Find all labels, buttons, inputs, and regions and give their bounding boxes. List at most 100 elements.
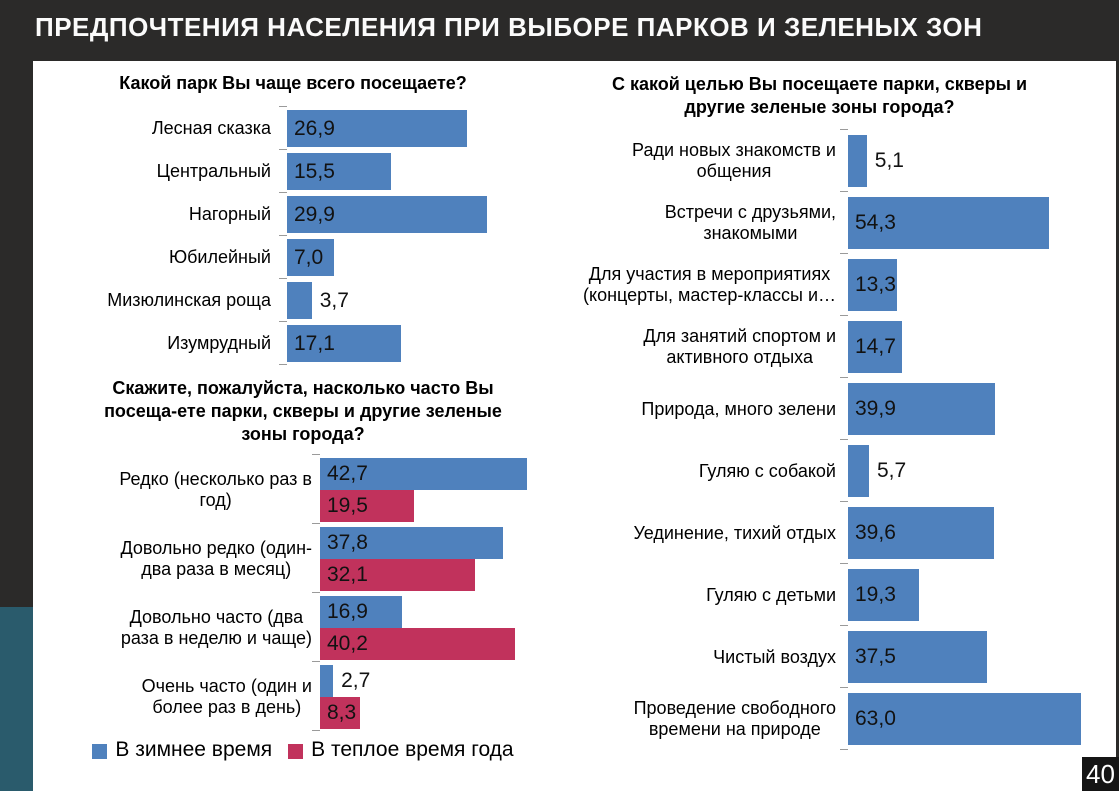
category-label-text: Довольно часто (два раза в неделю и чаще… xyxy=(120,606,312,648)
plot-area: 14,7 xyxy=(840,315,1088,378)
bar: 8,3 xyxy=(320,696,361,729)
bar: 17,1 xyxy=(287,325,402,362)
axis-tick xyxy=(279,278,287,279)
category-label-text: Гуляю с детьми xyxy=(706,584,836,605)
bar xyxy=(287,282,312,319)
bar: 16,9 xyxy=(320,595,402,628)
bar-row: Лесная сказка 26,9 xyxy=(58,106,494,150)
bar: 32,1 xyxy=(320,558,476,591)
axis-tick xyxy=(312,454,320,455)
bar-row: Довольно часто (два раза в неделю и чаще… xyxy=(58,592,533,662)
visit-purpose-chart-rows: Ради новых знакомств и общения 5,1 Встречи… xyxy=(551,129,1088,750)
value-label: 5,1 xyxy=(874,149,904,172)
bar-row: Ради новых знакомств и общения 5,1 xyxy=(551,129,1088,192)
category-label-text: Центральный xyxy=(156,161,271,181)
axis-tick xyxy=(840,439,848,440)
category-label-text: Ради новых знакомств и общения xyxy=(632,140,836,181)
category-label-text: Для занятий спортом и активного отдыха xyxy=(643,326,836,367)
bar-row: Чистый воздух 37,5 xyxy=(551,625,1088,688)
category-label-text: Очень часто (один и более раз в день) xyxy=(141,675,312,717)
plot-area: 29,9 xyxy=(279,192,494,236)
category-label: Центральный xyxy=(58,150,287,193)
value-label: 40,2 xyxy=(327,631,368,655)
category-label-text: Нагорный xyxy=(188,204,271,224)
plot-area: 54,3 xyxy=(840,191,1088,254)
value-label: 32,1 xyxy=(327,562,368,586)
bar-row: Мизюлинская роща 3,7 xyxy=(58,278,494,322)
value-label: 29,9 xyxy=(294,203,335,226)
bar-row: Встречи с друзьями, знакомыми 54,3 xyxy=(551,191,1088,254)
bar: 26,9 xyxy=(287,110,467,147)
axis-tick xyxy=(840,315,848,316)
axis-tick xyxy=(840,129,848,130)
plot-area: 3,7 xyxy=(279,278,494,322)
value-label: 15,5 xyxy=(294,160,335,183)
value-label: 19,3 xyxy=(855,583,896,606)
category-label: Ради новых знакомств и общения xyxy=(551,130,848,192)
bar: 7,0 xyxy=(287,239,334,276)
bar-row: Природа, много зелени 39,9 xyxy=(551,377,1088,440)
value-label: 3,7 xyxy=(319,289,349,312)
category-label-text: Для участия в мероприятиях (концерты, ма… xyxy=(583,264,836,305)
axis-tick xyxy=(279,192,287,193)
bar-row: Очень часто (один и более раз в день) 2,7… xyxy=(58,661,533,731)
bar: 42,7 xyxy=(320,457,527,490)
value-label: 54,3 xyxy=(855,211,896,234)
category-label-text: Природа, много зелени xyxy=(641,398,836,419)
plot-area: 63,0 xyxy=(840,687,1088,750)
category-label: Проведение свободного времени на природе xyxy=(551,688,848,750)
axis-tick xyxy=(840,501,848,502)
category-label: Очень часто (один и более раз в день) xyxy=(58,662,320,731)
category-label: Для занятий спортом и активного отдыха xyxy=(551,316,848,378)
bar-row: Гуляю с детьми 19,3 xyxy=(551,563,1088,626)
axis-tick xyxy=(840,191,848,192)
visit-frequency-chart-title: Скажите, пожалуйста, насколько часто Вы … xyxy=(104,378,502,444)
bar: 19,5 xyxy=(320,489,415,522)
category-label-text: Встречи с друзьями, знакомыми xyxy=(664,202,836,243)
plot-area: 37,8 32,1 xyxy=(312,523,533,593)
axis-tick xyxy=(312,661,320,662)
value-label: 13,3 xyxy=(855,273,896,296)
value-label: 39,9 xyxy=(855,397,896,420)
visit-frequency-chart-rows: Редко (несколько раз в год) 42,7 19,5 Довол… xyxy=(58,454,533,731)
bar: 29,9 xyxy=(287,196,487,233)
value-label: 63,0 xyxy=(855,707,896,730)
value-label: 5,7 xyxy=(877,459,907,482)
slide-title: ПРЕДПОЧТЕНИЯ НАСЕЛЕНИЯ ПРИ ВЫБОРЕ ПАРКОВ… xyxy=(35,12,983,42)
plot-area: 42,7 19,5 xyxy=(312,454,533,524)
bar-row: Гуляю с собакой 5,7 xyxy=(551,439,1088,502)
value-label: 16,9 xyxy=(327,599,368,623)
bar-row: Проведение свободного времени на природе… xyxy=(551,687,1088,750)
category-label-text: Редко (несколько раз в год) xyxy=(119,468,312,510)
bar xyxy=(848,135,867,187)
bar: 39,6 xyxy=(848,507,995,559)
bar-row: Юбилейный 7,0 xyxy=(58,235,494,279)
plot-area: 2,7 8,3 xyxy=(312,661,533,731)
axis-tick xyxy=(279,364,287,365)
category-label: Гуляю с собакой xyxy=(551,440,848,502)
category-label: Встречи с друзьями, знакомыми xyxy=(551,192,848,254)
category-label: Гуляю с детьми xyxy=(551,564,848,626)
bar: 13,3 xyxy=(848,259,898,311)
plot-area: 5,1 xyxy=(840,129,1088,192)
category-label: Уединение, тихий отдых xyxy=(551,502,848,564)
legend-marker xyxy=(92,743,108,759)
value-label: 2,7 xyxy=(341,668,371,692)
bar-row: Изумрудный 17,1 xyxy=(58,321,494,365)
value-label: 19,5 xyxy=(327,493,368,517)
axis-tick xyxy=(840,749,848,750)
axis-tick xyxy=(312,523,320,524)
plot-area: 17,1 xyxy=(279,321,494,365)
bar-row: Уединение, тихий отдых 39,6 xyxy=(551,501,1088,564)
category-label: Довольно редко (один- два раза в месяц) xyxy=(58,524,320,593)
category-label: Изумрудный xyxy=(58,322,287,365)
bar: 37,8 xyxy=(320,526,503,559)
axis-tick xyxy=(312,592,320,593)
visit-purpose-chart-title: С какой целью Вы посещаете парки, скверы… xyxy=(611,74,1028,117)
visit-frequency-chart: Скажите, пожалуйста, насколько часто Вы … xyxy=(58,377,548,762)
category-label: Для участия в мероприятиях (концерты, ма… xyxy=(551,254,848,316)
legend-item: В зимнее время xyxy=(92,738,272,762)
plot-area: 26,9 xyxy=(279,106,494,150)
park-choice-chart: Какой парк Вы чаще всего посещаете? Лесн… xyxy=(58,72,528,365)
